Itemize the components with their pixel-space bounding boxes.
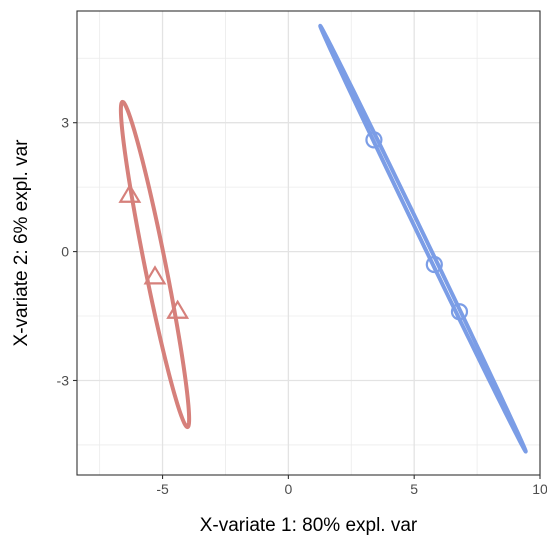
y-tick-label: 3 bbox=[61, 115, 69, 131]
data-points bbox=[118, 131, 469, 321]
ellipse-series-2 bbox=[318, 23, 528, 454]
x-tick-label: 10 bbox=[532, 481, 547, 497]
triangle-point bbox=[166, 299, 190, 319]
triangle-point bbox=[143, 265, 167, 285]
triangle-point bbox=[118, 183, 142, 203]
circle-point bbox=[425, 255, 443, 274]
x-tick-label: -5 bbox=[156, 481, 169, 497]
panel-background bbox=[77, 11, 540, 475]
circle-point bbox=[450, 303, 469, 321]
confidence-ellipses bbox=[118, 23, 528, 454]
y-tick-label: 0 bbox=[61, 244, 69, 260]
plot-panel bbox=[76, 10, 541, 476]
panel-border bbox=[76, 10, 541, 476]
x-axis-title: X-variate 1: 80% expl. var bbox=[200, 515, 418, 536]
x-tick-label: 5 bbox=[410, 481, 418, 497]
x-tick-label: 0 bbox=[284, 481, 292, 497]
y-tick-label: -3 bbox=[57, 372, 70, 388]
x-axis-ticks: -5 0 5 10 bbox=[156, 475, 547, 497]
y-axis-title: X-variate 2: 6% expl. var bbox=[11, 139, 32, 347]
ellipse-series-1 bbox=[118, 99, 192, 430]
circle-point bbox=[365, 131, 383, 149]
y-axis-ticks: -3 0 3 bbox=[57, 115, 77, 388]
